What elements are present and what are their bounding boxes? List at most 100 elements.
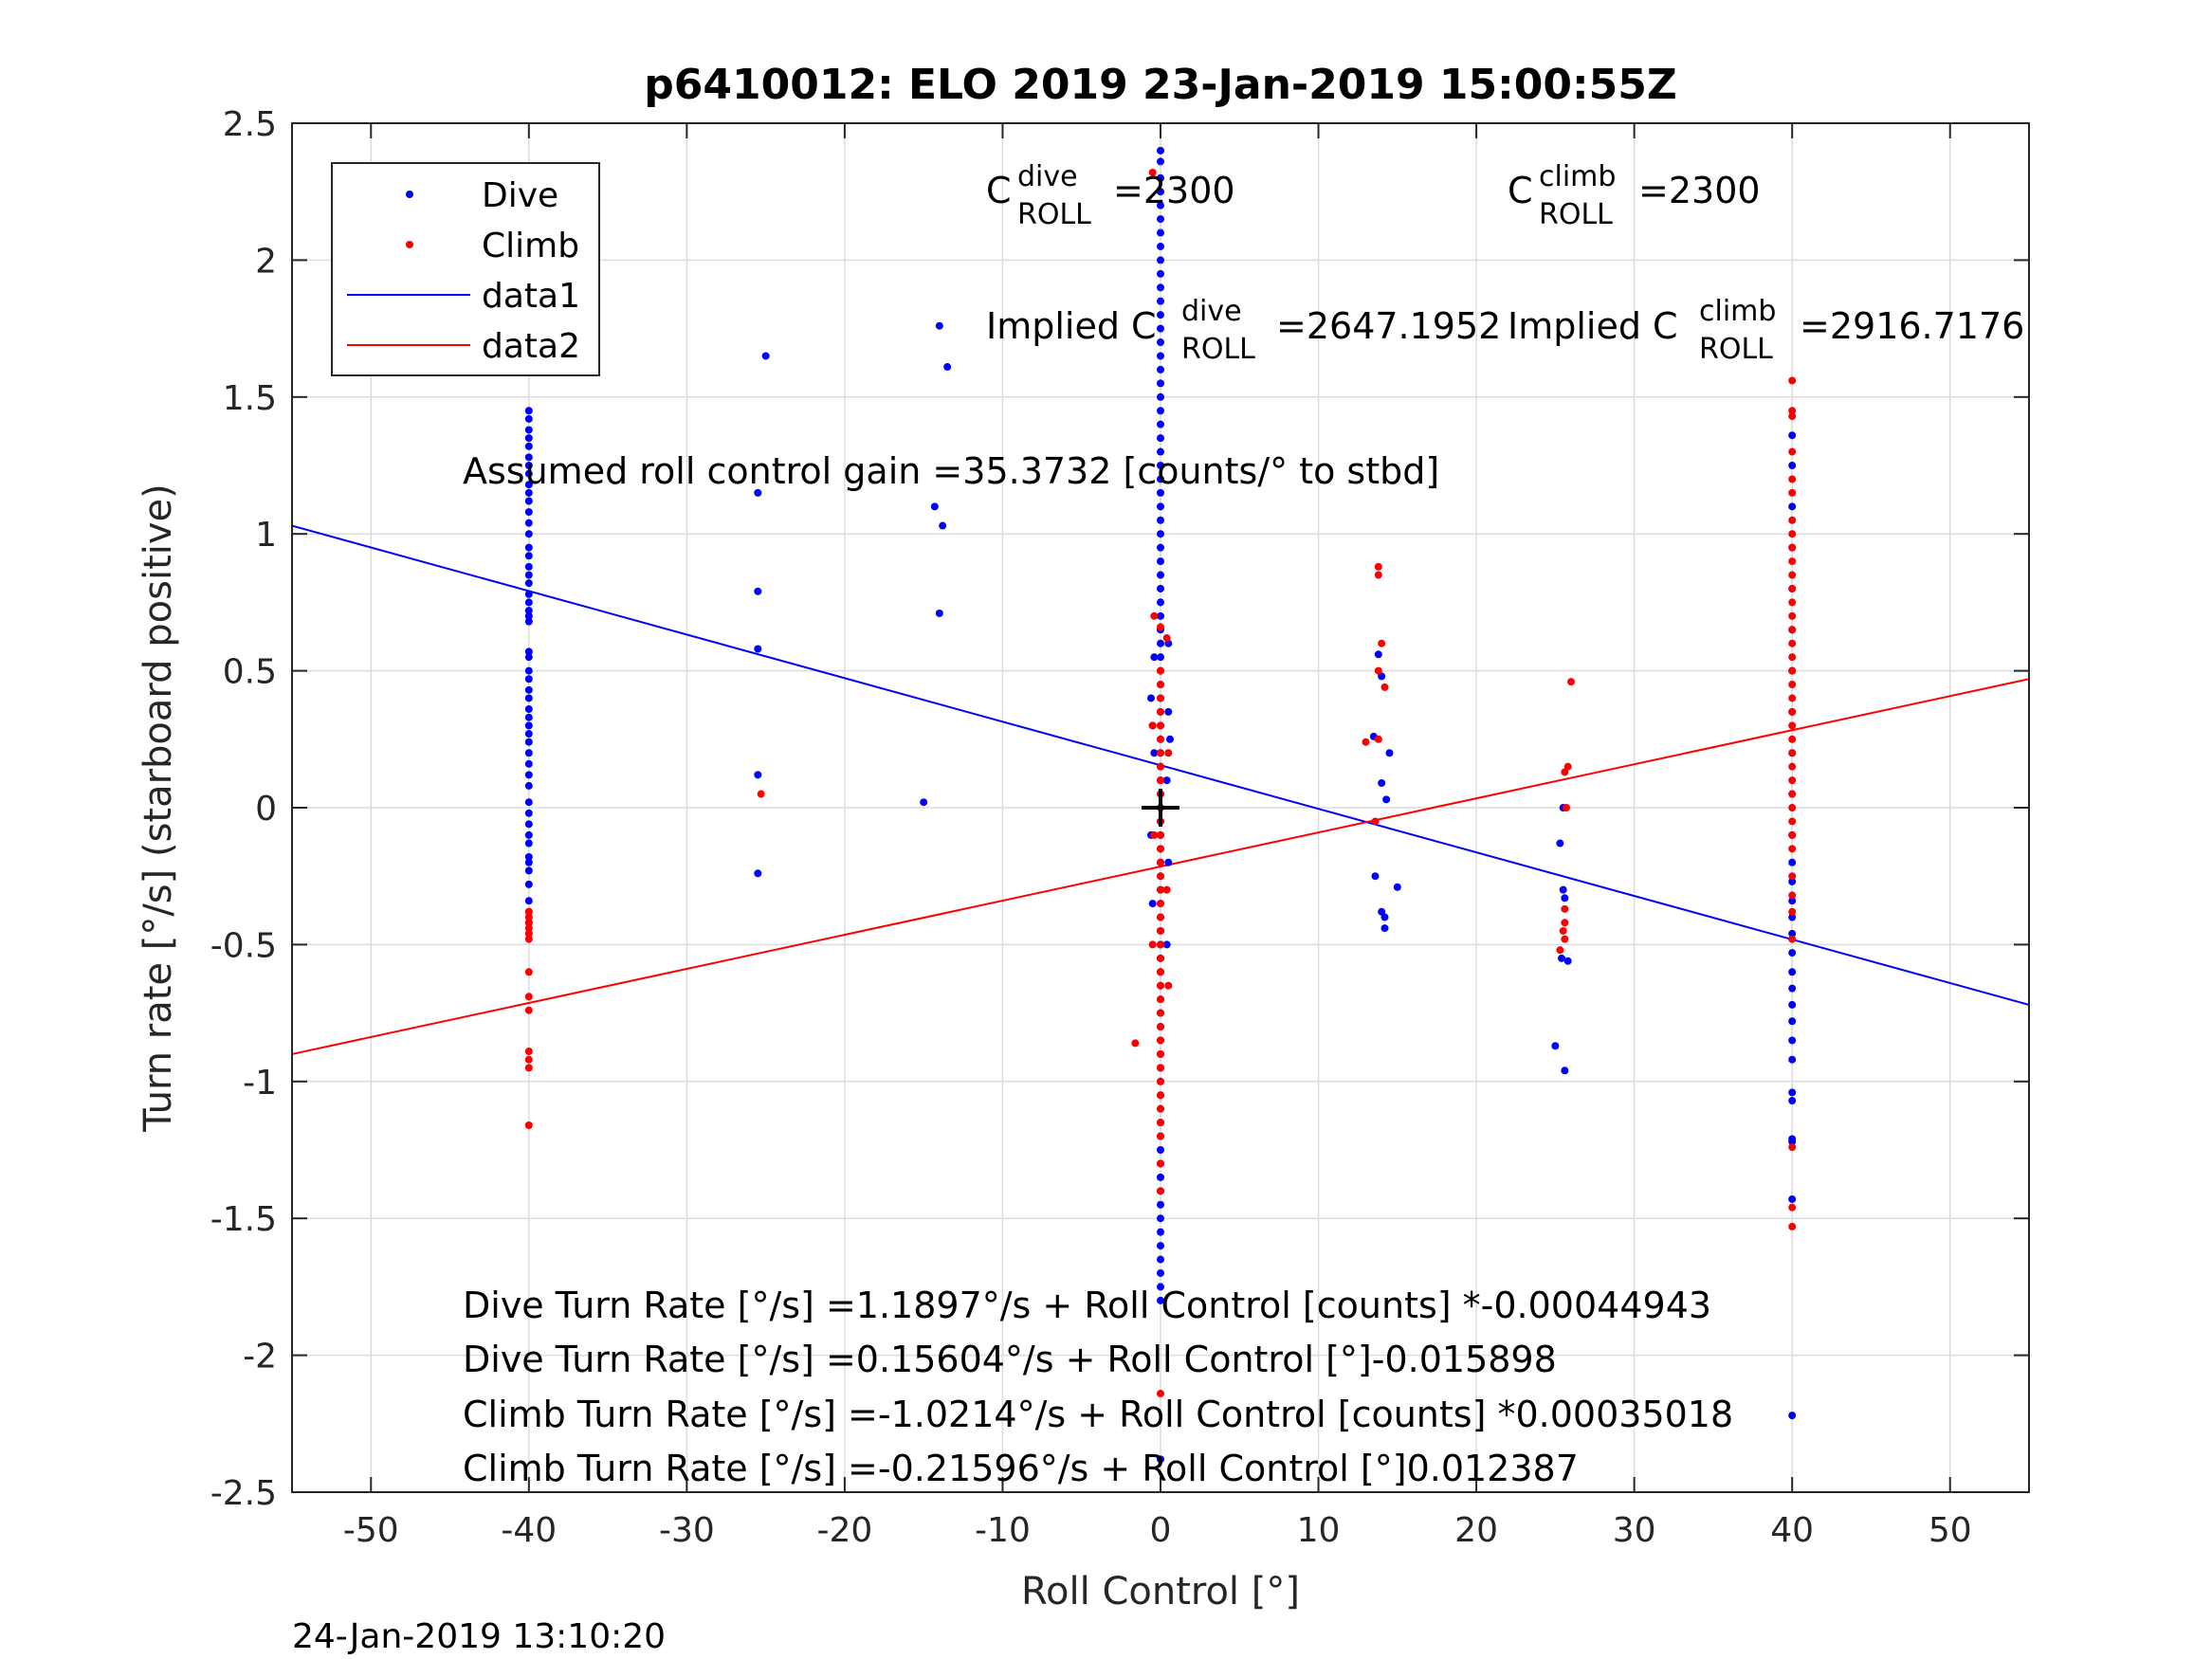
dive-point [1157, 598, 1164, 607]
dive-point [524, 749, 533, 757]
dive-point [524, 798, 533, 807]
climb-point [1157, 1009, 1164, 1017]
legend-data1-label: data1 [482, 277, 580, 316]
dive-point [1382, 795, 1391, 804]
dive-point [939, 521, 947, 530]
climb-point [524, 919, 533, 927]
dive-point [1157, 297, 1164, 305]
dive-point [761, 352, 770, 360]
legend-dive-label: Dive [482, 176, 558, 215]
climb-point [1788, 666, 1797, 675]
dive-point [524, 519, 533, 527]
dive-point [1788, 462, 1797, 469]
dive-point [1165, 735, 1174, 743]
dive-point [1380, 924, 1389, 933]
climb-point [1157, 749, 1164, 757]
climb-point [1788, 694, 1797, 702]
climb-point [1561, 935, 1569, 943]
dive-point [1157, 1296, 1164, 1304]
climb-point [1374, 666, 1382, 675]
y-tick-label: 1.5 [223, 379, 277, 418]
dive-point [1157, 530, 1164, 538]
dive-point [1157, 228, 1164, 237]
climb-point [1788, 707, 1797, 716]
climb-point [524, 1055, 533, 1064]
x-tick-label: 10 [1297, 1511, 1341, 1550]
y-tick-label: -1.5 [210, 1200, 277, 1239]
dive-point [1157, 1228, 1164, 1236]
climb-point [1374, 562, 1382, 571]
dive-point [524, 666, 533, 675]
c-roll-dive-sub: ROLL [1017, 198, 1091, 231]
climb-point [1157, 1049, 1164, 1058]
dive-point [1788, 1194, 1797, 1203]
climb-fit-equation-counts: Climb Turn Rate [°/s] =-1.0214°/s + Roll… [463, 1394, 1733, 1435]
dive-point [1157, 146, 1164, 155]
dive-point [1371, 872, 1380, 881]
climb-point [1788, 407, 1797, 415]
dive-point [524, 508, 533, 517]
dive-point [524, 647, 533, 656]
dive-point [524, 705, 533, 714]
dive-point [524, 685, 533, 694]
climb-point [1788, 488, 1797, 497]
annotation-implied-dive: Implied C dive ROLL =2647.1952 [986, 295, 1501, 366]
dive-point [524, 675, 533, 684]
dive-point [524, 414, 533, 423]
dive-point [1788, 1036, 1797, 1045]
climb-point [1788, 571, 1797, 579]
climb-point [1148, 168, 1157, 176]
climb-point [1150, 611, 1159, 620]
y-tick-label: -2 [243, 1338, 277, 1376]
climb-point [1788, 935, 1797, 943]
dive-point [524, 730, 533, 738]
dive-point [524, 830, 533, 839]
dive-point [1147, 694, 1156, 702]
dive-point [1157, 502, 1164, 511]
dive-point [754, 645, 762, 653]
dive-point [1788, 913, 1797, 921]
climb-point [1157, 707, 1164, 716]
y-tick-label: 2.5 [223, 105, 277, 144]
climb-point [1788, 1222, 1797, 1231]
dive-point [1162, 940, 1171, 949]
dive-point [1150, 653, 1159, 662]
dive-point [1561, 894, 1569, 902]
dive-point [1164, 858, 1173, 866]
climb-point [1788, 830, 1797, 839]
climb-point [1157, 1187, 1164, 1195]
dive-point [524, 694, 533, 702]
dive-point [1374, 650, 1382, 659]
x-tick-label: 30 [1613, 1511, 1656, 1550]
climb-point [524, 935, 533, 943]
climb-point [1788, 611, 1797, 620]
climb-point [1157, 762, 1164, 771]
timestamp: 24-Jan-2019 13:10:20 [292, 1617, 666, 1656]
dive-point [524, 488, 533, 497]
dive-point [1788, 431, 1797, 440]
dive-point [524, 897, 533, 905]
dive-point [1380, 913, 1389, 921]
dive-point [1157, 1283, 1164, 1291]
dive-point [1558, 954, 1566, 962]
climb-point [1157, 968, 1164, 976]
dive-point [1148, 900, 1157, 908]
implied-climb-value: =2916.7176 [1800, 305, 2024, 347]
x-tick-label: 0 [1150, 1511, 1172, 1550]
climb-point [1157, 1091, 1164, 1100]
climb-point [1788, 557, 1797, 566]
dive-point [1157, 1146, 1164, 1154]
climb-point [1157, 776, 1164, 785]
climb-point [1374, 735, 1382, 743]
dive-point [524, 543, 533, 552]
dive-point [524, 552, 533, 560]
dive-point [524, 407, 533, 415]
dive-point [754, 587, 762, 595]
dive-point [1162, 776, 1171, 785]
climb-point [1157, 981, 1164, 990]
dive-point [524, 530, 533, 538]
dive-point [524, 462, 533, 469]
climb-point [1788, 891, 1797, 900]
climb-point [1157, 681, 1164, 689]
crosshair-marker [1142, 789, 1179, 827]
